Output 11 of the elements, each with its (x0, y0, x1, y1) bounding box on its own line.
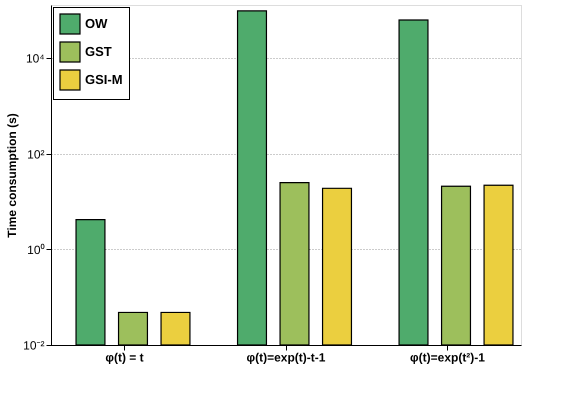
y-tick-label: 10⁻² (23, 338, 45, 352)
y-tick-label: 10⁴ (26, 52, 44, 66)
y-axis-title: Time consumption (s) (5, 113, 20, 238)
legend-label: GSI-M (85, 72, 123, 87)
x-tick-label: φ(t)=exp(t)-t-1 (246, 350, 326, 364)
y-tick-label: 10² (27, 147, 45, 162)
y-tick-label: 10⁰ (27, 242, 44, 257)
legend-label: GST (85, 44, 112, 59)
x-tick-label: φ(t) = t (105, 350, 144, 364)
legend-label: OW (85, 16, 108, 31)
x-tick-label: φ(t)=exp(t²)-1 (410, 350, 486, 364)
